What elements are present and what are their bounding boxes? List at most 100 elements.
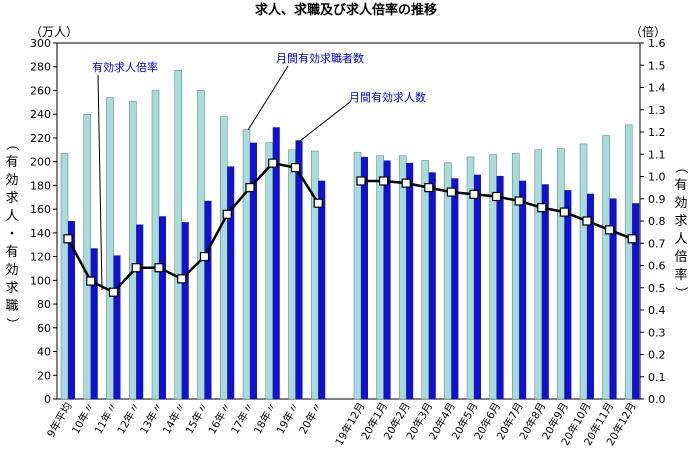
bar-seekers [376, 155, 384, 400]
bar-openings [204, 200, 212, 399]
ratio-point [604, 225, 615, 235]
bar-seekers [174, 70, 182, 400]
left-tick-label: 60 [37, 322, 51, 335]
left-tick-label: 100 [30, 274, 51, 287]
bar-openings [541, 184, 549, 399]
ratio-point [154, 263, 164, 273]
annotation-seekers: 月間有効求職者数 [276, 51, 364, 65]
bar-seekers [106, 97, 114, 400]
bar-openings [587, 193, 594, 399]
right-axis-title-char: 効 [674, 196, 687, 211]
bar-openings [361, 156, 368, 399]
ratio-point [108, 287, 119, 297]
right-tick-label: 1.5 [648, 59, 666, 72]
right-tick-label: 0.9 [648, 193, 666, 206]
left-tick-label: 40 [37, 346, 51, 359]
left-tick-label: 160 [30, 203, 51, 216]
left-axis-title-char: ・ [5, 227, 18, 242]
bar-seekers [624, 124, 633, 400]
right-axis-unit: （倍） [630, 24, 666, 39]
bar-seekers [83, 113, 91, 400]
right-axis-title-char: ） [673, 286, 688, 299]
ratio-point [559, 207, 570, 217]
bar-seekers [129, 100, 137, 400]
right-tick-label: 0.0 [648, 393, 666, 406]
bar-openings [451, 178, 459, 399]
bar-openings [406, 162, 414, 399]
ratio-point [63, 234, 73, 244]
right-axis-title-char: （ [673, 160, 688, 173]
left-tick-label: 280 [30, 61, 51, 74]
ratio-point [537, 203, 547, 213]
annotation-openings: 月間有効求人数 [349, 90, 426, 104]
right-tick-label: 1.0 [648, 171, 666, 184]
left-axis-title-char: （ [4, 137, 19, 150]
right-tick-label: 0.1 [648, 371, 666, 384]
ratio-point [469, 189, 479, 199]
left-y-axis: 0 20 40 60 80 100 120 140 160 180 200 220 240 260 280 3… [30, 37, 57, 406]
bar-openings [519, 180, 527, 399]
left-axis-title-char: 職 [5, 299, 18, 314]
bar-openings [113, 255, 121, 399]
bar-seekers [602, 135, 610, 400]
right-tick-label: 1.4 [648, 82, 666, 95]
left-axis-title-char: 有 [5, 245, 18, 260]
bar-seekers [60, 153, 69, 400]
ratio-line [63, 158, 637, 297]
ratio-point [268, 158, 278, 168]
bar-seekers [265, 142, 273, 400]
left-tick-label: 140 [30, 227, 51, 240]
left-tick-label: 0 [44, 393, 51, 406]
right-tick-label: 0.3 [648, 326, 666, 339]
bar-openings [68, 221, 75, 399]
left-axis-title-char: 効 [5, 173, 18, 188]
right-tick-label: 1.1 [648, 148, 666, 161]
ratio-point [514, 196, 524, 206]
bar-openings [428, 172, 436, 399]
bar-seekers [242, 129, 251, 400]
right-tick-label: 0.2 [648, 349, 666, 362]
ratio-point [627, 234, 637, 244]
annotation-ratio: 有効求人倍率 [92, 60, 158, 74]
right-axis-title-char: 倍 [674, 250, 687, 265]
right-tick-label: 0.5 [648, 282, 666, 295]
ratio-point [177, 274, 187, 284]
bar-seekers [151, 90, 160, 400]
ratio-point [222, 209, 232, 219]
ratio-point [86, 276, 96, 286]
ratio-point [131, 263, 141, 273]
bar-seekers [579, 143, 588, 400]
left-tick-label: 220 [30, 132, 51, 145]
bar-openings [496, 175, 504, 399]
bar-openings [136, 224, 144, 399]
right-axis-title: （ 有効求人倍率 ） [673, 160, 688, 299]
bar-openings [474, 174, 481, 399]
right-axis-title-char: 有 [674, 178, 687, 193]
right-tick-label: 0.4 [648, 304, 666, 317]
left-tick-label: 80 [37, 298, 51, 311]
left-tick-label: 300 [30, 37, 51, 50]
bar-openings [383, 160, 391, 399]
bar-openings [227, 166, 235, 399]
bar-seekers [511, 153, 520, 400]
bar-seekers [398, 155, 407, 400]
left-tick-label: 20 [37, 369, 51, 382]
left-tick-label: 120 [30, 251, 51, 264]
bar-seekers [489, 154, 497, 400]
bar-openings [564, 190, 572, 399]
right-tick-label: 1.3 [648, 104, 666, 117]
right-axis-title-char: 求 [674, 214, 687, 229]
bar-openings [295, 140, 303, 399]
bar-openings [250, 142, 257, 399]
left-axis-title-char: 求 [5, 281, 18, 296]
x-tick-label: 19年12月 [332, 400, 367, 448]
left-tick-label: 260 [30, 84, 51, 97]
ratio-point [313, 198, 323, 208]
left-tick-label: 200 [30, 156, 51, 169]
ratio-point [290, 163, 301, 173]
bar-seekers [197, 90, 205, 400]
annotation-leader-seekers [247, 65, 289, 131]
right-tick-label: 1.6 [648, 37, 666, 50]
annotation-leader-ratio [97, 74, 103, 291]
